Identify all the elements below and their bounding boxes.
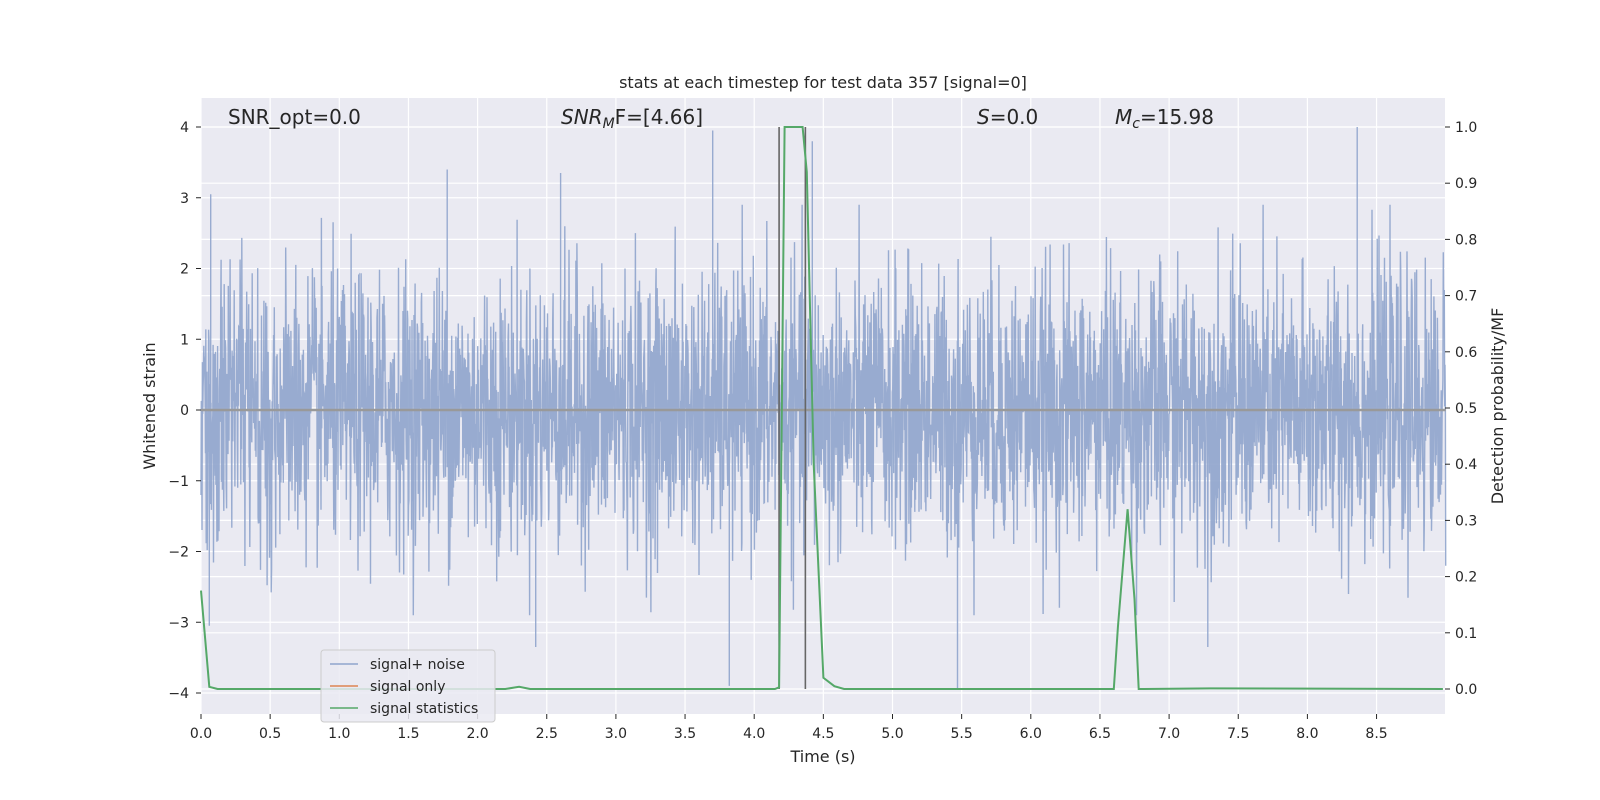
annotation-mc: Mc=15.98 <box>1115 105 1214 132</box>
annotation-snr-mf: SNRMF=[4.66] <box>561 105 703 132</box>
legend-label-signal-only: signal only <box>370 679 445 695</box>
x-axis-label: Time (s) <box>789 747 855 766</box>
y2-tick-label: 0.9 <box>1455 176 1477 192</box>
series-layer <box>200 126 1447 690</box>
y-tick-label: −4 <box>168 686 189 702</box>
series-signal-noise-line <box>200 127 1447 690</box>
y-tick-label: 4 <box>180 120 189 136</box>
x-tick-label: 3.0 <box>605 726 627 742</box>
annotation-snr-mf-sub: M <box>603 116 615 132</box>
annotation-snr-opt: SNR_opt=0.0 <box>228 105 361 129</box>
chart-title: stats at each timestep for test data 357… <box>619 73 1027 92</box>
x-tick-label: 1.5 <box>397 726 419 742</box>
x-tick-label: 6.5 <box>1089 726 1111 742</box>
y2-tick-label: 0.2 <box>1455 570 1477 586</box>
y-tick-label: −3 <box>168 615 189 631</box>
x-tick-label: 8.5 <box>1365 726 1387 742</box>
legend-label-signal-noise: signal+ noise <box>370 657 465 673</box>
legend-label-signal-statistics: signal statistics <box>370 701 478 717</box>
x-tick-label: 4.0 <box>743 726 765 742</box>
x-tick-label: 7.0 <box>1158 726 1180 742</box>
axes-layer: 0.0 0.5 1.0 1.5 2.0 2.5 3.0 3.5 4.0 4.5 5.0 5.5 6.0 6… <box>168 120 1477 742</box>
annotation-mc-value: =15.98 <box>1140 105 1214 129</box>
x-tick-label: 4.5 <box>812 726 834 742</box>
annotation-snr-mf-suffix: F=[4.66] <box>615 105 703 129</box>
x-tick-label: 0.5 <box>259 726 281 742</box>
y2-tick-label: 0.6 <box>1455 345 1477 361</box>
y2-tick-label: 0.8 <box>1455 232 1477 248</box>
y2-tick-label: 0.4 <box>1455 457 1477 473</box>
x-tick-label: 2.5 <box>536 726 558 742</box>
x-tick-label: 7.5 <box>1227 726 1249 742</box>
y2-tick-label: 0.1 <box>1455 626 1477 642</box>
y2-tick-label: 0.0 <box>1455 682 1477 698</box>
annotation-mc-italic: M <box>1115 105 1132 129</box>
y2-tick-label: 0.5 <box>1455 401 1477 417</box>
series-signal-statistics-line <box>200 126 1443 690</box>
x-tick-label: 2.0 <box>466 726 488 742</box>
x-tick-label: 1.0 <box>328 726 350 742</box>
y-tick-label: −2 <box>168 545 189 561</box>
y-axis-label: Whitened strain <box>140 342 159 469</box>
annotation-s-italic: S <box>977 105 990 129</box>
y-tick-label: 2 <box>180 262 189 278</box>
y2-tick-label: 0.7 <box>1455 289 1477 305</box>
x-tick-label: 3.5 <box>674 726 696 742</box>
y-tick-label: 3 <box>180 191 189 207</box>
y2-tick-label: 1.0 <box>1455 120 1477 136</box>
x-tick-label: 5.0 <box>881 726 903 742</box>
x-tick-label: 8.0 <box>1296 726 1318 742</box>
annotation-s-value: =0.0 <box>990 105 1039 129</box>
legend-box <box>320 649 496 723</box>
annotation-snr-mf-prefix: SNR <box>561 105 603 129</box>
y-tick-label: −1 <box>168 474 189 490</box>
x-tick-label: 0.0 <box>190 726 212 742</box>
x-tick-label: 6.0 <box>1020 726 1042 742</box>
annotation-s: S=0.0 <box>977 105 1038 129</box>
y-tick-label: 0 <box>180 403 189 419</box>
y-tick-label: 1 <box>180 332 189 348</box>
legend: signal+ noise signal only signal statist… <box>320 649 496 723</box>
y2-axis-label: Detection probability/MF <box>1488 308 1507 505</box>
x-tick-label: 5.5 <box>951 726 973 742</box>
annotation-mc-sub: c <box>1132 116 1140 132</box>
y2-tick-label: 0.3 <box>1455 513 1477 529</box>
